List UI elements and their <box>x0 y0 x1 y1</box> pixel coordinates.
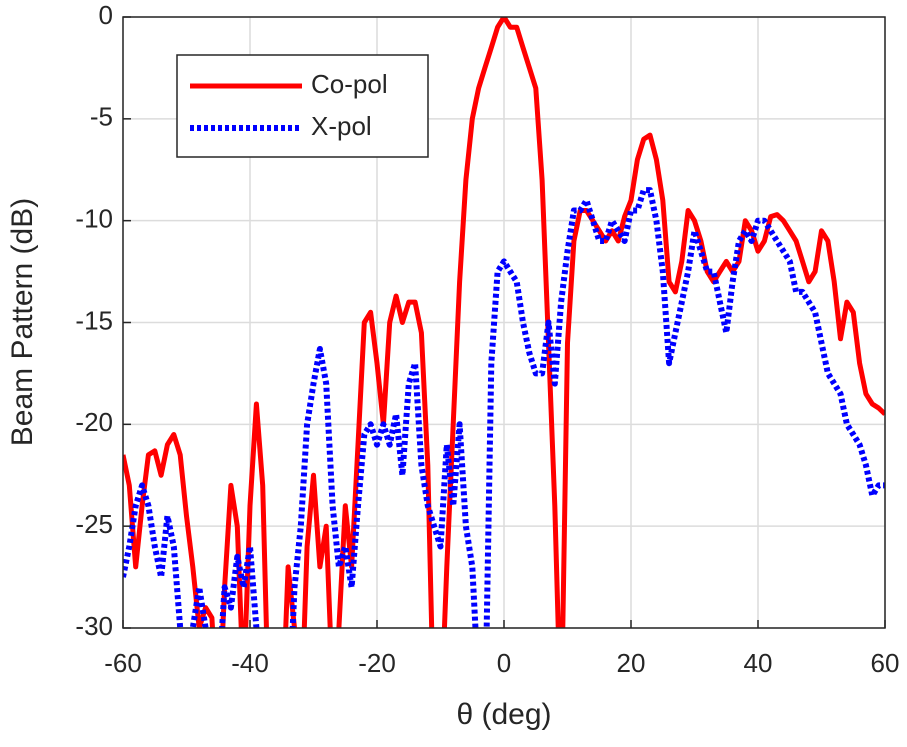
series-line <box>123 17 885 628</box>
x-tick-label: 60 <box>871 648 900 678</box>
x-tick-label: 20 <box>617 648 646 678</box>
y-tick-label: -30 <box>75 611 113 641</box>
y-tick-label: -20 <box>75 407 113 437</box>
legend-label: X-pol <box>311 111 372 141</box>
x-tick-label: -20 <box>358 648 396 678</box>
y-tick-label: 0 <box>99 0 113 30</box>
legend-label: Co-pol <box>311 69 388 99</box>
plot-lines <box>123 17 885 628</box>
legend: Co-pol X-pol <box>176 54 429 158</box>
y-tick-label: -25 <box>75 509 113 539</box>
y-tick-label: -15 <box>75 305 113 335</box>
series-line <box>123 187 885 628</box>
x-tick-label: 40 <box>744 648 773 678</box>
x-tick-label: -40 <box>231 648 269 678</box>
x-tick-label: 0 <box>497 648 511 678</box>
x-axis-label: θ (deg) <box>456 698 551 731</box>
y-tick-label: -5 <box>90 102 113 132</box>
legend-box <box>176 54 429 158</box>
y-axis-label: Beam Pattern (dB) <box>6 198 39 446</box>
y-tick-label: -10 <box>75 204 113 234</box>
x-tick-label: -60 <box>104 648 142 678</box>
